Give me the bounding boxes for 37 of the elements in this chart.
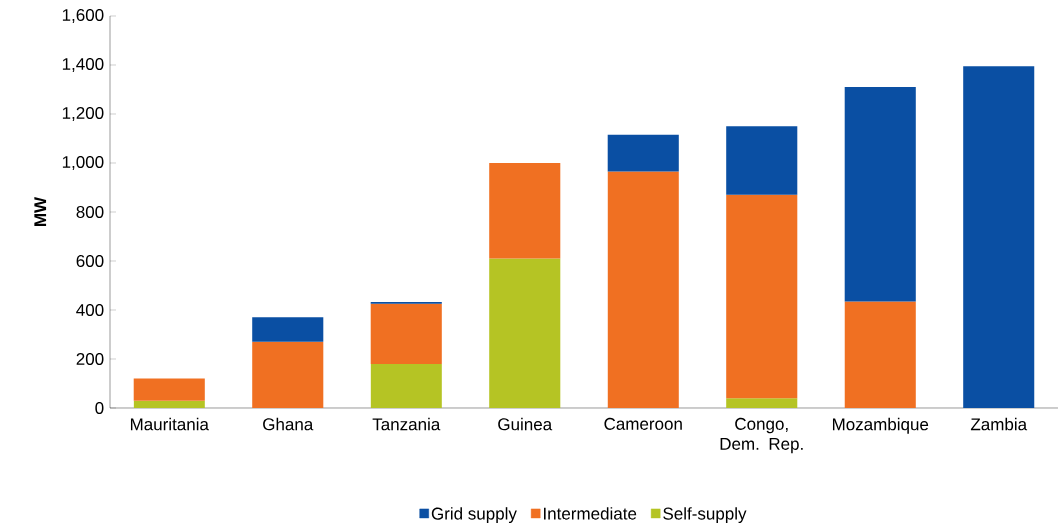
y-tick-label: 400 [76,303,104,317]
y-tick-label: 0 [95,401,104,415]
y-tick-label: 1,400 [62,57,104,73]
bar [726,194,798,399]
y-axis-title: MW [34,196,47,226]
y-tick-label: 800 [76,205,104,219]
x-tick-label: Ghana [263,417,314,431]
x-tick-label: Mauritania [130,417,209,431]
bar [252,317,324,342]
bar [489,258,561,408]
legend-label: Self-supply [663,507,747,524]
legend-label: Grid supply [431,507,517,524]
bar [489,162,561,259]
bar [133,378,205,401]
x-tick-label: Congo, Dem. Rep. [720,417,803,454]
x-tick-label: Zambia [970,417,1028,431]
bar [133,400,205,408]
y-tick-label: 1,200 [62,106,104,122]
bar [726,126,798,195]
bar [963,66,1035,408]
legend-label: Intermediate [544,507,637,520]
y-tick-label: 200 [76,352,104,366]
bar [252,341,324,408]
bar [370,363,442,408]
x-tick-label: Mozambique [832,417,929,434]
y-tick-label: 1,600 [62,8,104,24]
x-tick-label: Guinea [498,417,553,431]
bar [844,87,916,302]
y-tick-label: 1,000 [62,155,104,171]
bar [607,171,679,408]
bar [607,134,679,172]
x-tick-label: Tanzania [372,417,441,431]
y-tick-label: 600 [76,254,104,268]
bar [370,303,442,364]
bar [726,398,798,408]
x-tick-label: Cameroon [604,417,682,430]
bar [844,301,916,408]
